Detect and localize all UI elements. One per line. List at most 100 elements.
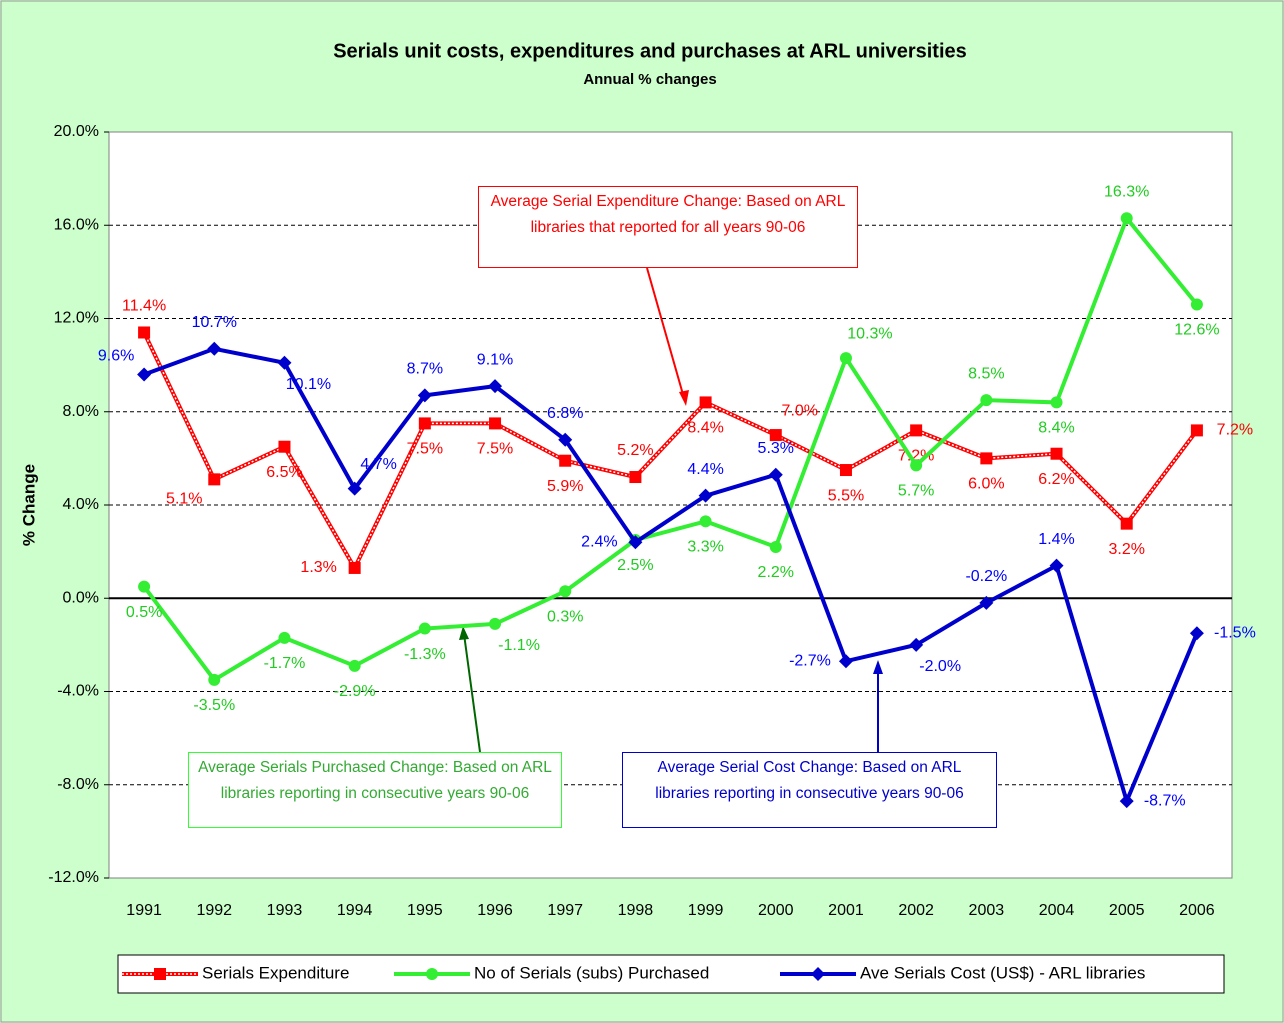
- marker: [839, 464, 852, 477]
- series-line: [143, 346, 1199, 808]
- marker: [347, 481, 362, 496]
- data-label: 4.7%: [360, 456, 396, 473]
- y-axis-label: % Change: [19, 464, 38, 546]
- marker: [559, 454, 572, 467]
- legend-label: No of Serials (subs) Purchased: [474, 963, 709, 982]
- data-label: 6.2%: [1038, 471, 1074, 488]
- data-label: 0.3%: [547, 608, 583, 625]
- x-tick-label: 2004: [1039, 902, 1075, 919]
- series-line: [142, 214, 1199, 683]
- annotation: Average Serial Cost Change: Based on ARL…: [622, 752, 997, 828]
- data-label: 9.1%: [477, 351, 513, 368]
- data-label: -1.1%: [498, 637, 540, 654]
- marker: [1119, 794, 1134, 809]
- marker: [489, 417, 502, 430]
- marker: [1050, 396, 1063, 409]
- x-tick-label: 2000: [758, 902, 794, 919]
- legend-label: Serials Expenditure: [202, 963, 349, 982]
- data-label: -2.9%: [334, 683, 376, 700]
- data-label: 4.4%: [687, 461, 723, 478]
- data-label: 5.7%: [898, 483, 934, 500]
- data-label: 6.0%: [968, 476, 1004, 493]
- y-tick-label: 16.0%: [54, 216, 99, 233]
- marker: [489, 617, 502, 630]
- data-label: -1.5%: [1214, 624, 1256, 641]
- marker: [558, 432, 573, 447]
- x-tick-label: 2006: [1179, 902, 1215, 919]
- marker: [137, 367, 152, 382]
- data-label: 10.1%: [286, 376, 331, 393]
- marker: [418, 622, 431, 635]
- y-tick-label: 0.0%: [63, 589, 99, 606]
- data-label: 3.2%: [1108, 541, 1144, 558]
- arrow: [463, 633, 481, 753]
- marker: [418, 417, 431, 430]
- x-tick-label: 2001: [828, 902, 864, 919]
- marker: [980, 394, 993, 407]
- arrowhead: [679, 390, 689, 406]
- x-tick-label: 2002: [898, 902, 934, 919]
- x-tick-label: 2005: [1109, 902, 1145, 919]
- data-label: 5.5%: [828, 487, 864, 504]
- data-label: 7.0%: [782, 402, 818, 419]
- marker: [839, 352, 852, 365]
- marker: [699, 515, 712, 528]
- annotation: Average Serials Purchased Change: Based …: [188, 752, 562, 828]
- data-label: 9.6%: [98, 348, 134, 365]
- marker: [348, 659, 361, 672]
- legend-marker: [811, 967, 825, 981]
- legend-label: Ave Serials Cost (US$) - ARL libraries: [860, 963, 1145, 982]
- data-label: 7.2%: [1217, 422, 1253, 439]
- data-label: -0.2%: [965, 568, 1007, 585]
- x-tick-label: 1999: [688, 902, 724, 919]
- data-label: 3.3%: [687, 539, 723, 556]
- marker: [278, 440, 291, 453]
- marker: [1190, 298, 1203, 311]
- arrowhead: [873, 660, 883, 674]
- marker: [1120, 517, 1133, 530]
- marker: [207, 341, 222, 356]
- data-label: 8.4%: [687, 420, 723, 437]
- marker: [838, 654, 853, 669]
- marker: [1120, 212, 1133, 225]
- annotation: Average Serial Expenditure Change: Based…: [478, 186, 858, 268]
- y-tick-label: -8.0%: [57, 776, 99, 793]
- data-label: 6.5%: [266, 464, 302, 481]
- y-tick-label: 4.0%: [63, 496, 99, 513]
- marker: [1190, 424, 1203, 437]
- marker: [769, 540, 782, 553]
- legend-marker: [426, 968, 438, 980]
- arrow: [646, 267, 685, 399]
- marker: [277, 355, 292, 370]
- data-label: 2.4%: [581, 534, 617, 551]
- data-label: 0.5%: [126, 604, 162, 621]
- y-tick-label: 8.0%: [63, 403, 99, 420]
- x-tick-label: 1996: [477, 902, 513, 919]
- marker: [138, 580, 151, 593]
- data-label: 8.7%: [407, 361, 443, 378]
- marker: [629, 471, 642, 484]
- arrowhead: [459, 626, 469, 640]
- data-label: 5.3%: [758, 440, 794, 457]
- series-line-pattern: [143, 332, 1198, 570]
- data-label: -2.7%: [789, 652, 831, 669]
- y-tick-label: -12.0%: [48, 869, 99, 886]
- data-label: -2.0%: [919, 658, 961, 675]
- chart-title: Serials unit costs, expenditures and pur…: [333, 40, 967, 62]
- data-label: 6.8%: [547, 405, 583, 422]
- marker: [1049, 558, 1064, 573]
- marker: [417, 388, 432, 403]
- data-label: 10.3%: [847, 325, 892, 342]
- data-label: 8.4%: [1038, 420, 1074, 437]
- data-label: 10.7%: [192, 314, 237, 331]
- marker: [1050, 447, 1063, 460]
- data-label: 1.4%: [1038, 531, 1074, 548]
- data-label: 12.6%: [1174, 322, 1219, 339]
- marker: [768, 467, 783, 482]
- marker: [698, 488, 713, 503]
- x-tick-label: 1998: [618, 902, 654, 919]
- data-label: 11.4%: [122, 298, 166, 315]
- x-tick-label: 1997: [547, 902, 583, 919]
